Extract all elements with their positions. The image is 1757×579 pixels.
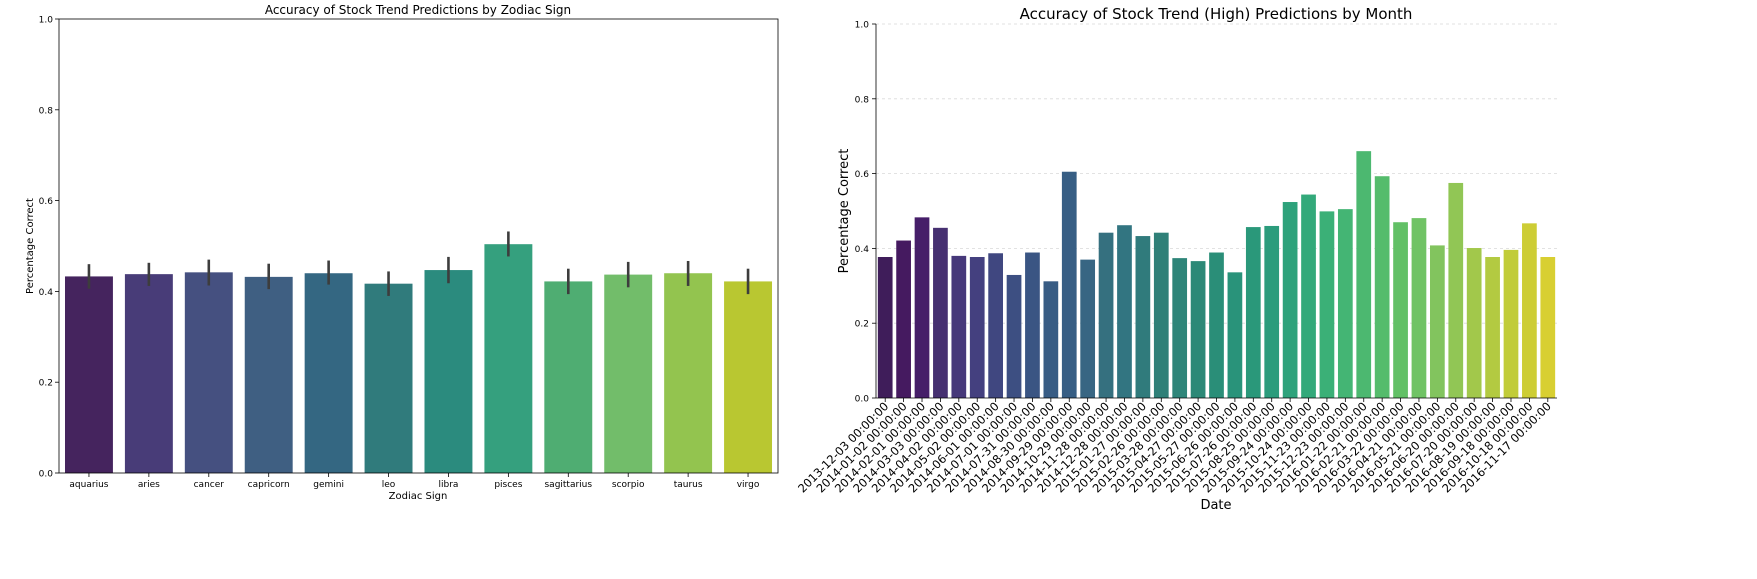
monthly-bar — [1522, 223, 1537, 398]
monthly-bar — [1301, 194, 1316, 398]
zodiac-x-axis-label: Zodiac Sign — [389, 491, 448, 502]
monthly-bar — [1117, 225, 1132, 398]
zodiac-x-tick-label: aquarius — [69, 480, 108, 490]
zodiac-plot-frame — [58, 18, 779, 474]
monthly-bar — [1356, 151, 1372, 398]
zodiac-error-bars — [87, 231, 750, 296]
zodiac-bar — [544, 281, 593, 473]
zodiac-bar — [244, 276, 293, 473]
monthly-bar — [896, 240, 911, 398]
monthly-bar — [1448, 182, 1464, 398]
monthly-y-tick-label: 0.0 — [855, 395, 870, 405]
monthly-chart-title: Accuracy of Stock Trend (High) Predictio… — [1020, 5, 1413, 23]
monthly-chart: 0.0 0.2 0.4 0.6 0.8 1.0 2013-12-03 00:00:0020… — [795, 5, 1557, 513]
monthly-bar — [951, 255, 967, 398]
zodiac-x-tick-label: libra — [438, 480, 458, 490]
zodiac-y-tick-label: 0.8 — [39, 106, 54, 116]
monthly-bar — [1430, 245, 1445, 398]
zodiac-bar — [124, 274, 173, 473]
monthly-bar — [877, 257, 893, 398]
zodiac-bar — [604, 274, 653, 473]
zodiac-bar — [484, 244, 533, 473]
monthly-bar — [1282, 202, 1298, 398]
zodiac-x-tick-label: cancer — [194, 480, 225, 490]
zodiac-y-ticks: 0.0 0.2 0.4 0.6 0.8 1.0 — [39, 16, 59, 480]
monthly-bar — [1393, 222, 1408, 398]
zodiac-y-tick-label: 1.0 — [39, 16, 54, 26]
zodiac-x-ticks: aquarius aries cancer capricorn gemini leo lib… — [69, 473, 760, 490]
zodiac-bar — [724, 281, 773, 473]
monthly-y-tick-label: 0.4 — [855, 245, 870, 255]
zodiac-x-tick-label: scorpio — [612, 480, 645, 490]
monthly-y-tick-label: 1.0 — [855, 21, 870, 31]
monthly-bar — [1466, 248, 1482, 398]
monthly-x-axis-label: Date — [1200, 498, 1231, 513]
monthly-bar — [1025, 252, 1040, 398]
monthly-bar — [1098, 232, 1114, 398]
monthly-bar — [969, 257, 985, 398]
monthly-y-axis-label: Percentage Correct — [837, 149, 852, 274]
zodiac-y-tick-label: 0.2 — [39, 379, 53, 389]
monthly-bar — [1153, 232, 1169, 398]
zodiac-bar — [184, 272, 233, 473]
zodiac-chart-title: Accuracy of Stock Trend Predictions by Z… — [265, 3, 571, 17]
monthly-bar — [1503, 249, 1519, 398]
zodiac-chart: 0.0 0.2 0.4 0.6 0.8 1.0 aquarius aries cancer ca… — [25, 3, 779, 502]
zodiac-bar — [364, 283, 413, 473]
zodiac-x-tick-label: pisces — [494, 480, 522, 490]
monthly-bar — [1540, 257, 1556, 398]
monthly-bar — [1190, 261, 1206, 398]
monthly-bar — [1245, 227, 1261, 398]
zodiac-x-tick-label: taurus — [674, 480, 703, 490]
monthly-bar — [1374, 176, 1390, 398]
zodiac-bars — [64, 244, 773, 473]
monthly-y-tick-label: 0.8 — [855, 95, 870, 105]
zodiac-bar — [64, 276, 113, 473]
zodiac-x-tick-label: sagittarius — [544, 480, 592, 490]
monthly-bar — [988, 253, 1003, 398]
zodiac-x-tick-label: virgo — [737, 480, 760, 490]
monthly-bar — [1209, 252, 1224, 398]
zodiac-x-tick-label: leo — [382, 480, 396, 490]
monthly-bar — [1172, 258, 1188, 398]
monthly-bar — [1006, 274, 1022, 398]
zodiac-y-tick-label: 0.6 — [39, 197, 54, 207]
zodiac-y-tick-label: 0.4 — [39, 288, 54, 298]
monthly-bar — [933, 227, 948, 398]
monthly-bar — [1227, 272, 1243, 398]
monthly-bar — [1319, 211, 1335, 398]
zodiac-y-axis-label: Percentage Correct — [25, 198, 36, 294]
monthly-y-tick-label: 0.6 — [855, 170, 870, 180]
monthly-bar — [1080, 259, 1096, 398]
monthly-y-ticks: 0.0 0.2 0.4 0.6 0.8 1.0 — [855, 21, 876, 405]
monthly-bar — [1485, 257, 1500, 398]
monthly-bars — [877, 151, 1556, 398]
monthly-bar — [1264, 225, 1280, 398]
zodiac-x-tick-label: aries — [138, 480, 160, 490]
monthly-y-tick-label: 0.2 — [855, 320, 869, 330]
monthly-bar — [1043, 281, 1059, 398]
zodiac-bar — [424, 270, 473, 473]
zodiac-x-tick-label: gemini — [313, 480, 344, 490]
zodiac-bar — [304, 273, 353, 473]
monthly-bar — [914, 217, 930, 398]
zodiac-bar — [664, 273, 713, 473]
monthly-bar — [1061, 171, 1077, 398]
monthly-bar — [1411, 218, 1427, 398]
monthly-bar — [1135, 236, 1151, 398]
zodiac-x-tick-label: capricorn — [248, 480, 290, 490]
monthly-bar — [1337, 209, 1353, 398]
zodiac-y-tick-label: 0.0 — [39, 470, 54, 480]
